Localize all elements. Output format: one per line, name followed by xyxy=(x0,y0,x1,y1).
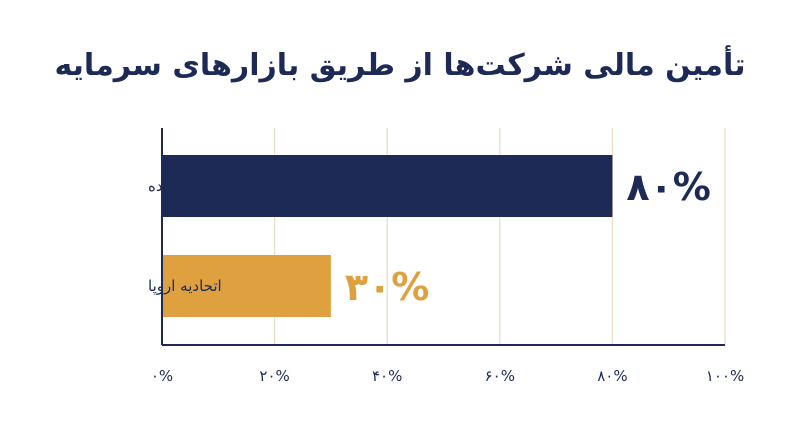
category-label-1: اتحادیه اروپا xyxy=(148,277,222,296)
x-tick-label-20: ۲۰% xyxy=(259,367,289,385)
data-label-1: ۳۰% xyxy=(345,265,429,309)
data-label-0: ۸۰% xyxy=(626,165,710,209)
x-tick-label-80: ۸۰% xyxy=(597,367,627,385)
category-label-0: ایالات متحده xyxy=(148,177,226,195)
chart-title: تأمین مالی شرکت‌ها از طریق بازارهای سرما… xyxy=(54,48,746,83)
x-tick-label-60: ۶۰% xyxy=(485,367,515,385)
x-tick-label-100: ۱۰۰% xyxy=(706,367,744,385)
bar-1 xyxy=(162,255,331,317)
bar-0 xyxy=(162,155,613,217)
x-tick-label-0: ۰% xyxy=(151,367,173,385)
x-tick-label-40: ۴۰% xyxy=(372,367,402,385)
